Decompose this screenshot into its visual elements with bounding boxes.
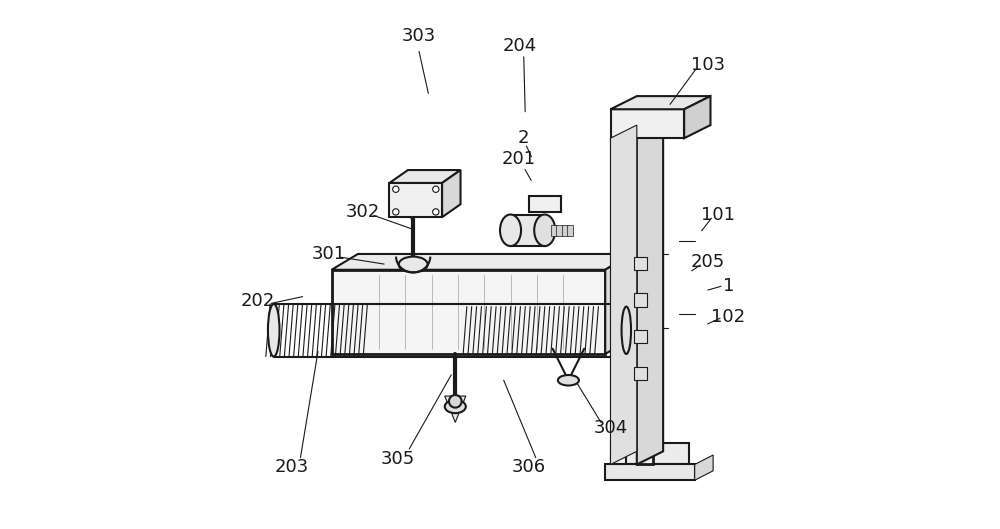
- Text: 202: 202: [241, 293, 275, 311]
- Text: 101: 101: [701, 205, 735, 224]
- Text: 304: 304: [593, 418, 628, 436]
- Polygon shape: [684, 96, 710, 138]
- Ellipse shape: [500, 214, 521, 246]
- Text: 201: 201: [501, 150, 535, 168]
- Text: 306: 306: [512, 458, 546, 476]
- Polygon shape: [605, 254, 632, 354]
- Ellipse shape: [558, 375, 579, 386]
- Bar: [634, 330, 647, 343]
- Ellipse shape: [445, 400, 466, 413]
- Text: 303: 303: [401, 26, 436, 44]
- Polygon shape: [611, 96, 710, 110]
- Bar: [637, 138, 653, 464]
- Bar: [611, 138, 626, 464]
- Bar: [511, 214, 545, 246]
- Text: 302: 302: [346, 203, 380, 221]
- Bar: [562, 225, 568, 235]
- Text: 1: 1: [723, 277, 735, 295]
- Bar: [551, 225, 557, 235]
- Text: 205: 205: [691, 253, 725, 271]
- Bar: [634, 294, 647, 307]
- Bar: [634, 257, 647, 270]
- Ellipse shape: [268, 304, 280, 357]
- Bar: [634, 367, 647, 380]
- Polygon shape: [332, 254, 632, 270]
- Bar: [611, 110, 684, 138]
- Ellipse shape: [534, 214, 555, 246]
- Polygon shape: [637, 125, 663, 464]
- Polygon shape: [445, 396, 466, 422]
- Circle shape: [393, 209, 399, 215]
- Bar: [605, 464, 695, 480]
- Circle shape: [393, 186, 399, 193]
- Text: 2: 2: [518, 129, 529, 147]
- Text: 305: 305: [380, 450, 415, 468]
- Circle shape: [433, 186, 439, 193]
- Text: 204: 204: [503, 37, 537, 55]
- Text: 102: 102: [711, 308, 745, 326]
- Bar: [556, 225, 563, 235]
- Polygon shape: [695, 455, 713, 480]
- Ellipse shape: [622, 307, 631, 354]
- Circle shape: [433, 209, 439, 215]
- Bar: [389, 183, 442, 217]
- Polygon shape: [389, 170, 461, 183]
- Bar: [332, 270, 605, 354]
- Text: 203: 203: [275, 458, 309, 476]
- Polygon shape: [611, 125, 637, 464]
- Bar: [567, 225, 573, 235]
- Bar: [529, 196, 561, 212]
- Bar: [611, 443, 689, 464]
- Circle shape: [449, 395, 462, 408]
- Ellipse shape: [399, 257, 428, 272]
- Text: 103: 103: [691, 56, 725, 74]
- Text: 301: 301: [312, 245, 346, 263]
- Polygon shape: [442, 170, 461, 217]
